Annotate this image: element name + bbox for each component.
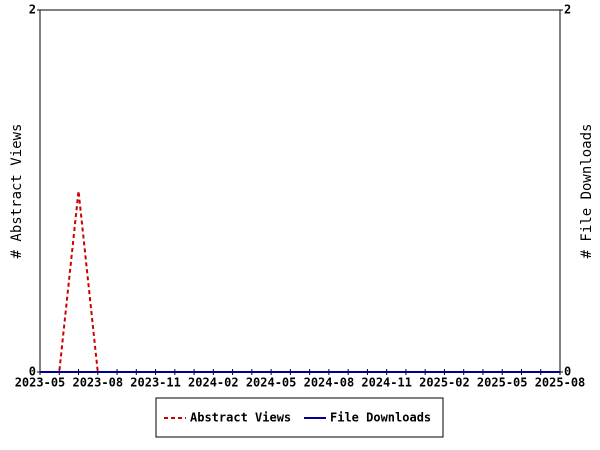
legend-label: Abstract Views <box>190 411 291 425</box>
y-tick-label: 0 <box>29 365 36 379</box>
y2-axis-label: # File Downloads <box>579 124 595 259</box>
plot-frame <box>39 9 561 373</box>
legend <box>155 397 444 438</box>
y-tick-label: 2 <box>29 3 36 17</box>
y2-tick-label: 0 <box>564 365 571 379</box>
y2-tick-label: 2 <box>564 3 571 17</box>
y-axis-label: # Abstract Views <box>9 124 25 259</box>
x-tick-label: 2023-11 <box>130 376 181 390</box>
x-tick-label: 2025-08 <box>535 376 586 390</box>
x-tick-label: 2023-08 <box>72 376 123 390</box>
x-tick-label: 2024-11 <box>361 376 412 390</box>
x-tick-label: 2024-02 <box>188 376 239 390</box>
x-tick-label: 2024-05 <box>246 376 297 390</box>
x-tick-label: 2024-08 <box>304 376 355 390</box>
legend-label: File Downloads <box>330 411 431 425</box>
x-tick-label: 2025-02 <box>419 376 470 390</box>
x-tick-label: 2023-05 <box>15 376 66 390</box>
x-tick-label: 2025-05 <box>477 376 528 390</box>
